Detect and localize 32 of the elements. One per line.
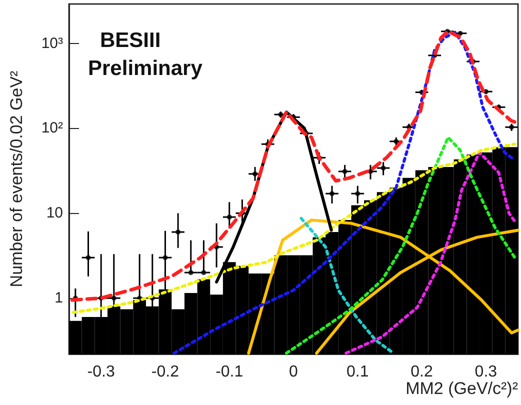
line-series xyxy=(284,136,516,355)
y-tick-label: 1 xyxy=(54,290,63,307)
line-series xyxy=(300,216,396,355)
x-tick-label: 0.3 xyxy=(474,364,498,380)
x-tick-label: -0.1 xyxy=(216,364,244,380)
annotation: Preliminary xyxy=(88,57,203,80)
point xyxy=(252,171,258,176)
x-tick-label: 0.2 xyxy=(410,364,434,380)
y-tick-label: 10³ xyxy=(41,34,63,52)
point xyxy=(176,230,181,235)
point xyxy=(226,214,232,220)
y-tick-label: 10 xyxy=(46,204,63,222)
point xyxy=(355,191,360,196)
line-series xyxy=(247,218,520,355)
annotation: BESIII xyxy=(100,29,161,52)
point xyxy=(86,255,91,260)
x-tick-label: 0 xyxy=(289,364,298,380)
point xyxy=(342,168,348,174)
point xyxy=(111,296,116,301)
point xyxy=(329,191,334,196)
x-tick-label: -0.3 xyxy=(87,364,115,380)
x-tick-label: 0.1 xyxy=(346,364,369,380)
y-axis-title: Number of events/0.02 GeV² xyxy=(7,70,26,288)
point xyxy=(162,255,168,260)
line-series xyxy=(72,142,516,314)
x-tick-label: -0.2 xyxy=(151,364,180,380)
point xyxy=(201,270,206,276)
point xyxy=(380,166,386,171)
point xyxy=(188,270,194,276)
line-series xyxy=(344,150,516,355)
y-tick-label: 10² xyxy=(41,120,63,137)
x-axis-title: MM2 (GeV/c²)² xyxy=(406,379,518,398)
